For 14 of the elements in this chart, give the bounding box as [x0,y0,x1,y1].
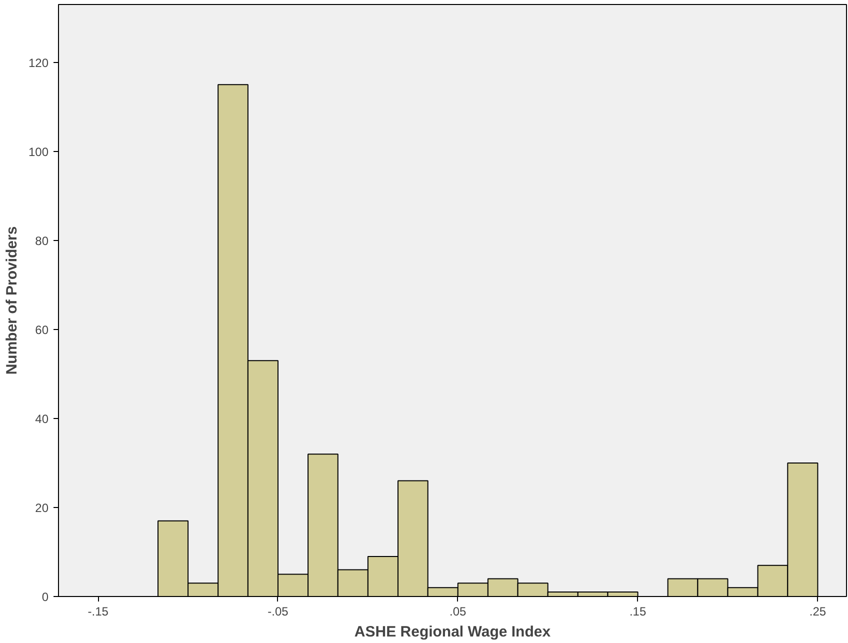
y-tick-label: 40 [35,412,49,426]
y-tick-label: 0 [42,590,49,604]
y-tick-label: 120 [28,56,49,70]
x-tick-label: -.15 [88,604,109,618]
y-tick-label: 80 [35,234,49,248]
x-tick-label: .25 [809,604,826,618]
x-tick-label: -.05 [268,604,289,618]
x-tick-label: .05 [450,604,467,618]
x-axis-title: ASHE Regional Wage Index [354,624,552,640]
y-tick-label: 60 [35,322,49,337]
x-tick-label: .15 [629,604,646,618]
y-tick-label: 20 [35,500,49,515]
y-tick-label: 100 [28,144,49,159]
y-axis-title: Number of Providers [3,226,20,375]
